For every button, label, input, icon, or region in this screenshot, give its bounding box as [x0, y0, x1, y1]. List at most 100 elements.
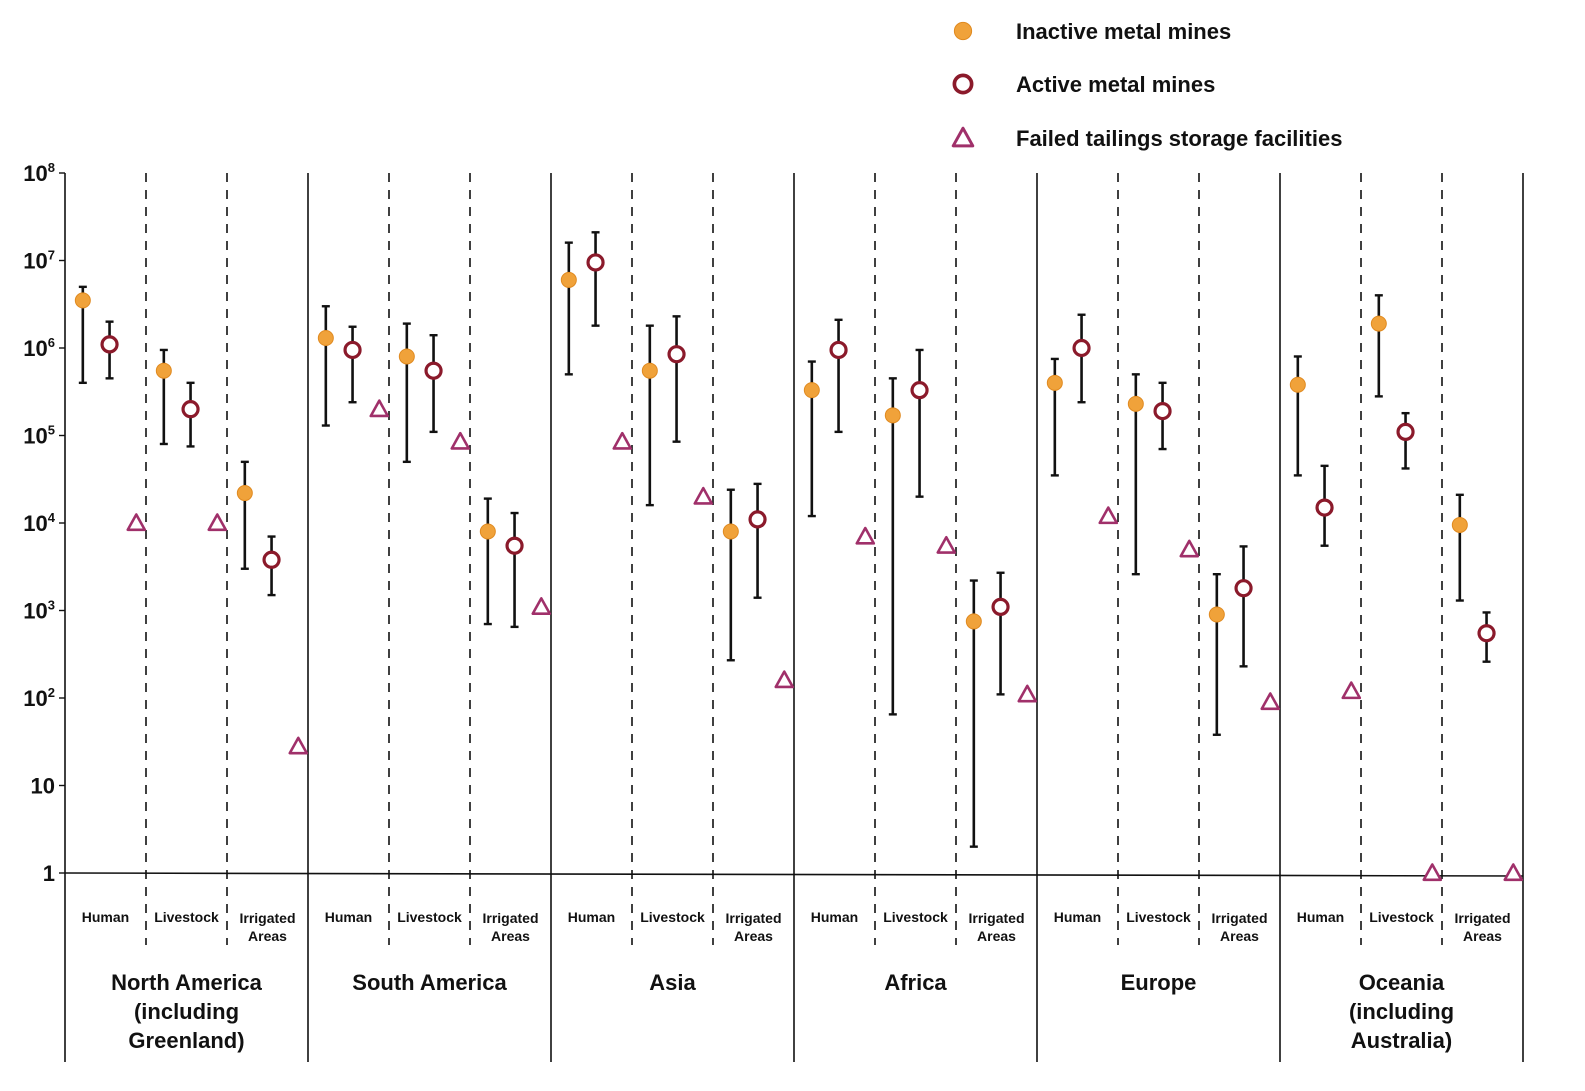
category-label: Irrigated Areas [968, 910, 1024, 944]
region-label: Europe [1121, 970, 1197, 995]
region-label: Asia [649, 970, 696, 995]
category-group [74, 285, 147, 532]
point-active [424, 361, 443, 380]
point-failed [1422, 863, 1443, 882]
y-axis: 1 10 102 103 104 105 106 107 108 [23, 160, 66, 886]
point-failed [207, 513, 228, 532]
point-inactive [965, 613, 982, 630]
point-active [1477, 624, 1496, 643]
point-active [667, 345, 686, 364]
category-group [1370, 294, 1443, 882]
category-label: Livestock [640, 909, 705, 925]
point-active [1315, 498, 1334, 517]
region-label: Africa [884, 970, 947, 995]
region-label: South America [352, 970, 507, 995]
category-label: Human [568, 909, 615, 925]
point-active [991, 597, 1010, 616]
category-label: Human [325, 909, 372, 925]
category-label: Human [811, 909, 858, 925]
legend-marker-inactive [953, 21, 973, 41]
category-label: Livestock [883, 909, 948, 925]
point-active [181, 400, 200, 419]
point-failed [126, 513, 147, 532]
point-inactive [1289, 376, 1306, 393]
point-active [100, 335, 119, 354]
point-inactive [74, 292, 91, 309]
y-tick-label: 102 [23, 685, 55, 711]
legend-item-active: Active metal mines [952, 72, 1215, 97]
category-group [803, 318, 876, 545]
point-failed [288, 736, 309, 755]
point-failed [855, 526, 876, 545]
category-label: Human [82, 909, 129, 925]
point-inactive [884, 407, 901, 424]
legend-label-inactive: Inactive metal mines [1016, 19, 1231, 44]
point-active [1072, 338, 1091, 358]
point-failed [1179, 539, 1200, 558]
point-failed [1503, 863, 1524, 882]
category-label: Livestock [1126, 909, 1191, 925]
point-failed [531, 597, 552, 615]
y-tick-label: 108 [23, 160, 55, 186]
point-inactive [398, 348, 415, 365]
category-label: Livestock [1369, 909, 1434, 925]
point-inactive [317, 330, 334, 347]
legend-marker-active [952, 73, 974, 95]
point-inactive [641, 362, 658, 379]
category-label: Irrigated Areas [239, 910, 295, 944]
point-active [262, 550, 281, 569]
point-failed [1098, 506, 1119, 525]
point-failed [1260, 692, 1281, 711]
point-failed [774, 670, 795, 689]
point-inactive [1208, 606, 1225, 623]
y-tick-label: 10 [31, 774, 55, 799]
category-group [1451, 493, 1524, 882]
y-tick-label: 103 [23, 598, 55, 624]
category-group [641, 315, 714, 507]
plot-area [74, 231, 1524, 882]
category-label: Irrigated Areas [725, 910, 781, 944]
point-active [748, 510, 767, 529]
category-group [398, 322, 471, 464]
category-group [1208, 545, 1281, 736]
y-tick-label: 1 [43, 861, 55, 886]
category-label: Livestock [154, 909, 219, 925]
category-group [1289, 355, 1362, 700]
category-group [1046, 313, 1119, 525]
point-active [829, 340, 848, 360]
point-inactive [560, 271, 577, 288]
point-active [910, 381, 929, 400]
y-tick-label: 106 [23, 335, 55, 361]
category-group [965, 571, 1038, 848]
category-group [560, 231, 633, 450]
legend-label-failed: Failed tailings storage facilities [1016, 126, 1342, 151]
point-inactive [1451, 516, 1468, 533]
y-tick-label: 105 [23, 423, 55, 449]
point-inactive [803, 382, 820, 399]
y-tick-label: 104 [23, 510, 55, 536]
point-inactive [236, 485, 253, 502]
legend-marker-failed [951, 126, 975, 148]
point-inactive [155, 362, 172, 379]
point-failed [693, 486, 714, 505]
point-failed [1341, 681, 1362, 700]
category-group [155, 348, 228, 532]
point-active [505, 536, 524, 555]
category-label: Irrigated Areas [1211, 910, 1267, 944]
category-group [479, 497, 552, 629]
category-group [317, 305, 390, 427]
separators [64, 173, 1524, 1062]
legend-item-failed: Failed tailings storage facilities [951, 126, 1342, 151]
y-tick-label: 107 [23, 248, 55, 274]
point-active [343, 340, 362, 360]
point-inactive [1127, 395, 1144, 412]
point-inactive [479, 523, 496, 540]
region-label: Oceania (including Australia) [1349, 970, 1454, 1053]
point-active [1234, 579, 1253, 598]
point-failed [936, 535, 957, 554]
category-label: Irrigated Areas [1454, 910, 1510, 944]
category-group [884, 348, 957, 716]
category-group [1127, 373, 1200, 576]
point-active [1396, 422, 1415, 441]
